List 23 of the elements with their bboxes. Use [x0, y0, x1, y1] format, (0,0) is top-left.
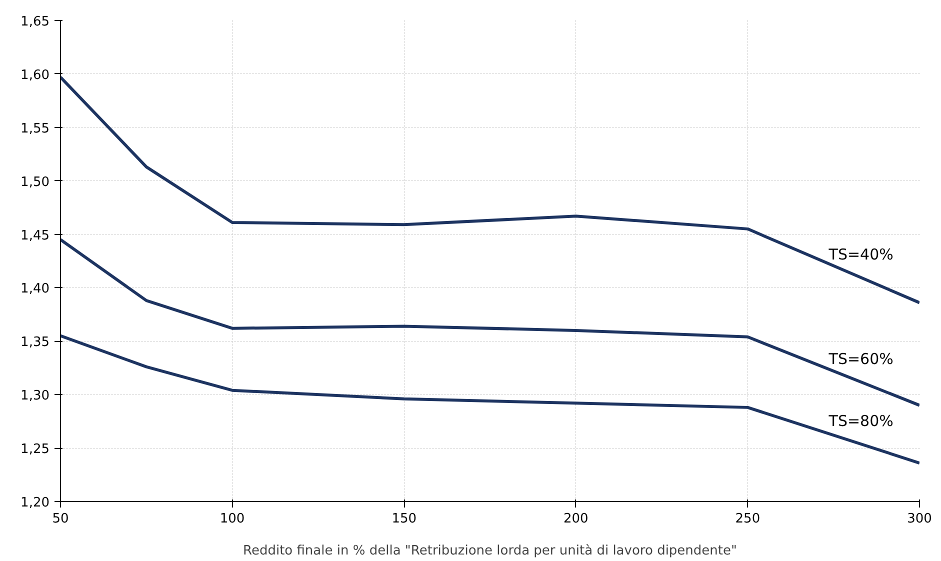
- x-tick-label: 100: [220, 512, 245, 526]
- x-tick-label: 150: [392, 512, 417, 526]
- y-tick-label: 1,30: [20, 388, 50, 404]
- line-series: [60, 334, 920, 465]
- y-tick-label: 1,60: [20, 68, 50, 83]
- y-tick-label: 1,20: [20, 496, 50, 510]
- series-label: TS=40%: [828, 246, 894, 264]
- y-tick-label: 1,65: [20, 14, 50, 30]
- line-series: [60, 238, 920, 407]
- x-tick-label: 50: [52, 512, 69, 526]
- series-label: TS=80%: [828, 412, 894, 430]
- x-axis-title: Reddito finale in % della "Retribuzione lorda per unità di lavoro dipendente": [243, 544, 737, 558]
- y-tick-label: 1,50: [20, 174, 50, 190]
- y-tick-label: 1,25: [20, 442, 50, 458]
- series-label: TS=60%: [828, 350, 894, 368]
- y-tick-label: 1,35: [20, 335, 50, 350]
- y-tick-label: 1,45: [20, 228, 50, 244]
- y-tick-label: 1,40: [20, 282, 50, 297]
- line-series: [60, 76, 920, 304]
- x-tick-label: 300: [907, 512, 932, 526]
- x-tick-label: 250: [735, 512, 760, 526]
- y-tick-label: 1,55: [20, 121, 50, 136]
- x-tick-label: 200: [563, 512, 588, 526]
